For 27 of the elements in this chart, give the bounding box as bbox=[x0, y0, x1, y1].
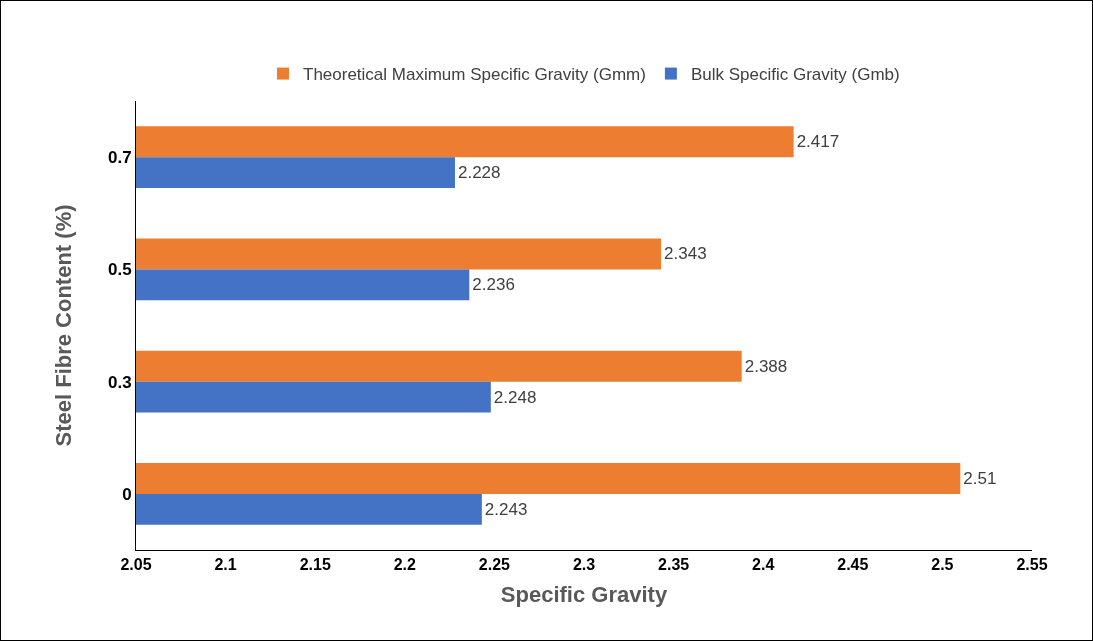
data-label: 2.243 bbox=[484, 499, 528, 519]
data-label: 2.343 bbox=[664, 244, 707, 264]
y-tick-label: 0.7 bbox=[107, 148, 132, 168]
x-tick-label: 2.4 bbox=[752, 556, 775, 574]
legend-label: Theoretical Maximum Specific Gravity (Gmm) bbox=[303, 65, 646, 85]
data-label: 2.236 bbox=[472, 275, 515, 295]
legend-label: Bulk Specific Gravity (Gmb) bbox=[690, 65, 900, 85]
x-tick-label: 2.55 bbox=[1016, 556, 1048, 574]
x-tick-label: 2.35 bbox=[658, 556, 690, 574]
y-tick-label: 0.3 bbox=[107, 372, 132, 392]
x-tick-label: 2.05 bbox=[120, 556, 152, 574]
x-axis-title: Specific Gravity bbox=[500, 582, 668, 608]
y-tick-label: 0 bbox=[122, 484, 132, 504]
y-tick-label: 0.5 bbox=[107, 260, 132, 280]
x-tick-label: 2.3 bbox=[572, 556, 596, 574]
x-tick-label: 2.5 bbox=[931, 556, 954, 574]
data-label: 2.228 bbox=[457, 163, 501, 183]
x-tick-label: 2.45 bbox=[837, 556, 869, 574]
y-axis-title: Steel Fibre Content (%) bbox=[50, 204, 76, 447]
data-label: 2.248 bbox=[493, 387, 537, 407]
x-tick-label: 2.2 bbox=[393, 556, 417, 574]
data-label: 2.417 bbox=[796, 132, 840, 152]
data-label: 2.388 bbox=[744, 356, 788, 376]
x-tick-label: 2.1 bbox=[214, 556, 237, 574]
x-tick-label: 2.15 bbox=[299, 556, 331, 574]
data-label: 2.51 bbox=[963, 468, 997, 488]
x-tick-label: 2.25 bbox=[478, 556, 511, 574]
